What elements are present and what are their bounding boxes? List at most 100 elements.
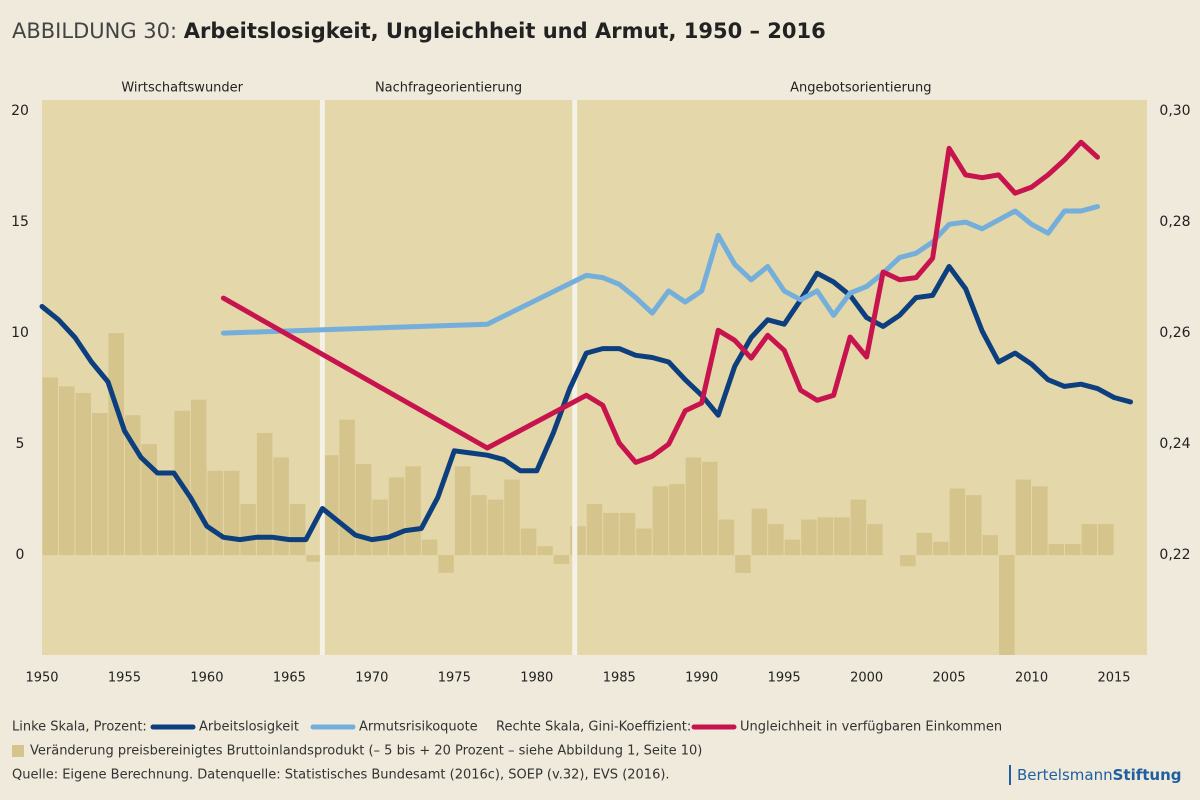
gdp-bar bbox=[190, 399, 207, 556]
x-tick-label: 2005 bbox=[933, 671, 966, 686]
legend-right-scale: Rechte Skala, Gini-Koeffizient: bbox=[496, 720, 691, 735]
gdp-bar bbox=[784, 539, 801, 556]
y2-tick-label: 0,28 bbox=[1159, 214, 1190, 230]
gdp-bar bbox=[900, 555, 916, 567]
y-tick-label: 0 bbox=[16, 547, 25, 563]
gdp-bar bbox=[58, 386, 75, 556]
gdp-bar bbox=[1065, 544, 1081, 556]
gdp-bar bbox=[768, 524, 784, 556]
gdp-bar bbox=[289, 504, 306, 556]
gdp-bar bbox=[405, 466, 421, 556]
gdp-bar bbox=[817, 517, 834, 556]
x-tick-label: 1950 bbox=[25, 671, 58, 686]
gdp-bar bbox=[636, 528, 652, 556]
y2-tick-label: 0,24 bbox=[1159, 436, 1190, 452]
legend-label: Ungleichheit in verfügbaren Einkommen bbox=[740, 720, 1002, 735]
series-line bbox=[220, 139, 1100, 465]
brand: BertelsmannStiftung bbox=[1017, 766, 1182, 784]
legend-label: Armutsrisikoquote bbox=[359, 720, 478, 735]
y-tick-label: 20 bbox=[11, 103, 29, 119]
gdp-bar bbox=[75, 393, 91, 556]
x-tick-label: 1970 bbox=[355, 671, 388, 686]
gdp-bar bbox=[1081, 524, 1098, 556]
gdp-bar bbox=[471, 495, 487, 556]
gdp-bar bbox=[916, 532, 933, 556]
legend-swatch bbox=[12, 745, 24, 757]
legend-left-scale: Linke Skala, Prozent: bbox=[12, 720, 147, 735]
title-prefix: ABBILDUNG 30: bbox=[12, 19, 177, 43]
gdp-bar bbox=[273, 457, 289, 556]
gdp-bar bbox=[933, 541, 949, 556]
period-label: Wirtschaftswunder bbox=[121, 81, 243, 96]
series-line bbox=[220, 204, 1100, 336]
y2-tick-label: 0,30 bbox=[1159, 103, 1190, 119]
gdp-bar bbox=[108, 333, 124, 556]
gdp-bar bbox=[1032, 486, 1048, 556]
y2-tick-label: 0,22 bbox=[1159, 547, 1190, 563]
x-tick-label: 2015 bbox=[1097, 671, 1130, 686]
gdp-bar bbox=[388, 477, 405, 556]
x-tick-label: 1995 bbox=[768, 671, 801, 686]
gdp-bar bbox=[504, 479, 520, 556]
period-label: Angebotsorientierung bbox=[790, 81, 931, 96]
plot-area bbox=[42, 100, 1147, 655]
gdp-bar bbox=[718, 519, 735, 556]
gdp-bar bbox=[520, 528, 537, 556]
gdp-bar bbox=[438, 555, 454, 573]
gdp-bar bbox=[355, 464, 372, 556]
x-tick-label: 1975 bbox=[438, 671, 471, 686]
y-tick-label: 5 bbox=[16, 436, 25, 452]
brand-b: Stiftung bbox=[1113, 766, 1182, 784]
gdp-bar bbox=[91, 413, 108, 556]
legend-label: Arbeitslosigkeit bbox=[199, 720, 299, 735]
y2-tick-label: 0,26 bbox=[1159, 325, 1190, 341]
x-tick-label: 2010 bbox=[1015, 671, 1048, 686]
gdp-bar bbox=[240, 504, 256, 556]
gdp-bar bbox=[999, 555, 1015, 655]
x-tick-label: 1965 bbox=[273, 671, 306, 686]
gdp-bar bbox=[42, 377, 58, 556]
gdp-bar bbox=[619, 512, 636, 556]
gdp-bar bbox=[537, 546, 553, 556]
gdp-bar bbox=[982, 535, 999, 556]
gdp-bar bbox=[1015, 479, 1032, 556]
gdp-bar bbox=[1048, 544, 1065, 556]
gdp-bar bbox=[603, 512, 619, 556]
legend-label: Veränderung preisbereinigtes Bruttoinlan… bbox=[30, 744, 702, 759]
x-tick-label: 1980 bbox=[520, 671, 553, 686]
gdp-bar bbox=[487, 499, 504, 556]
series-line bbox=[39, 264, 1133, 543]
chart-title: ABBILDUNG 30: Arbeitslosigkeit, Ungleich… bbox=[12, 19, 826, 43]
gdp-bar bbox=[256, 433, 273, 556]
gdp-bar bbox=[735, 555, 751, 573]
y-tick-label: 10 bbox=[11, 325, 29, 341]
gdp-bar bbox=[306, 555, 322, 562]
gdp-bar bbox=[966, 495, 982, 556]
gdp-bar bbox=[685, 457, 702, 556]
x-tick-label: 1960 bbox=[190, 671, 223, 686]
brand-a: Bertelsmann bbox=[1017, 766, 1113, 784]
gdp-bar bbox=[372, 499, 388, 556]
title-main: Arbeitslosigkeit, Ungleichheit und Armut… bbox=[184, 19, 826, 43]
gdp-bar bbox=[454, 466, 471, 556]
gdp-bar bbox=[322, 455, 339, 556]
gdp-bar bbox=[850, 499, 867, 556]
y-tick-label: 15 bbox=[11, 214, 29, 230]
x-tick-label: 1990 bbox=[685, 671, 718, 686]
gdp-bar bbox=[586, 504, 603, 556]
gdp-bar bbox=[702, 461, 718, 556]
gdp-bar bbox=[223, 470, 240, 556]
gdp-bar bbox=[652, 486, 669, 556]
gdp-bar bbox=[867, 524, 883, 556]
source: Quelle: Eigene Berechnung. Datenquelle: … bbox=[12, 768, 670, 783]
gdp-bar bbox=[339, 419, 355, 556]
gdp-bar bbox=[949, 488, 966, 556]
gdp-bar bbox=[207, 470, 223, 556]
x-tick-label: 2000 bbox=[850, 671, 883, 686]
gdp-bar bbox=[421, 539, 438, 556]
period-label: Nachfrageorientierung bbox=[375, 81, 522, 96]
gdp-bar bbox=[834, 517, 850, 556]
gdp-bar bbox=[553, 555, 570, 564]
x-tick-label: 1955 bbox=[108, 671, 141, 686]
